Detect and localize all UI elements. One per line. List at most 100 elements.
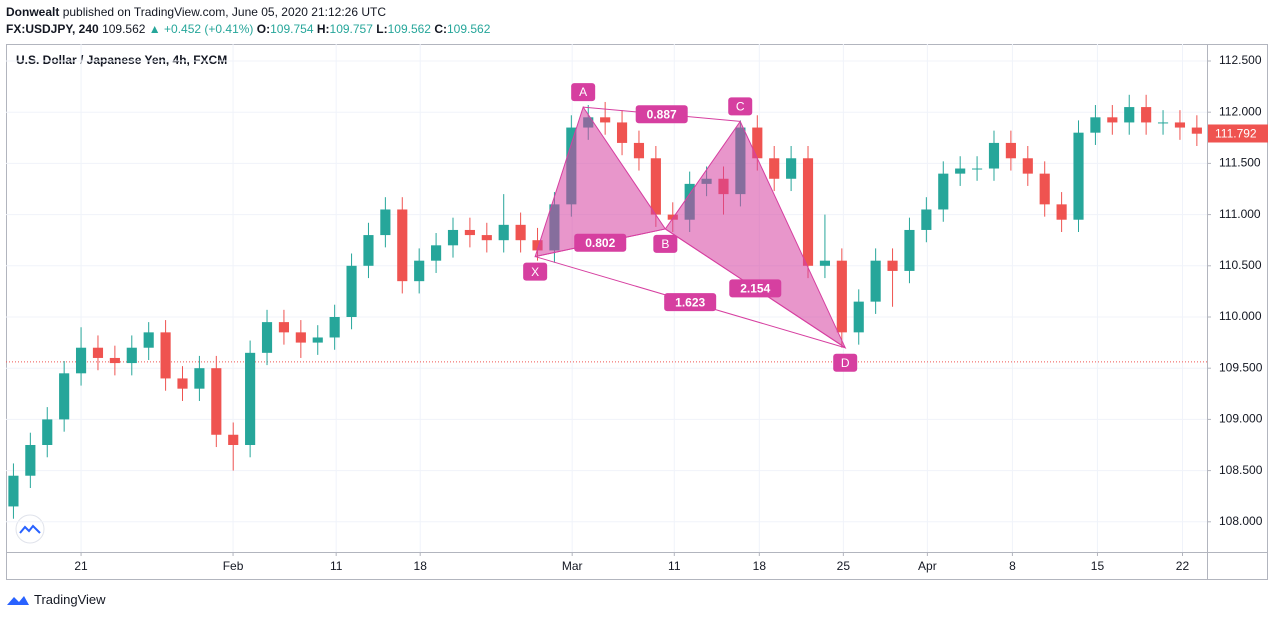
candle-body [447,229,459,246]
candle-body [1141,107,1152,123]
ratio-box [574,233,627,252]
y-tick-label: 110.500 [1219,258,1262,272]
x-tick-label: 21 [74,559,88,573]
candle-body [1022,158,1033,174]
candle-body [938,173,949,210]
candle-body [481,235,492,241]
candle-body [1073,132,1084,220]
candle-body [245,352,256,445]
point-box [833,353,858,372]
candle-body [600,117,611,123]
candle-body [1107,117,1118,123]
candle-body [1005,142,1016,159]
high-label: H: [316,22,330,36]
candle-body [42,419,53,445]
y-tick-label: 112.500 [1219,53,1262,67]
ratio-box [664,293,717,312]
ratio-label: 1.623 [675,295,705,309]
ratio-box [635,105,688,124]
y-tick-label: 110.000 [1219,309,1262,323]
last-price-label: 111.792 [1215,127,1257,141]
x-tick-label: 22 [1176,559,1190,573]
candle-body [1157,122,1169,124]
y-tick-label: 109.000 [1219,412,1263,426]
point-label: C [736,100,745,114]
footer: TradingView [6,592,106,607]
candle-body [836,260,847,333]
candle-body [1056,204,1067,220]
close-label: C: [434,22,447,36]
y-tick-label: 112.000 [1219,104,1262,118]
candle-body [802,158,814,266]
candle-body [972,168,983,170]
x-tick-label: Mar [562,559,583,573]
candle-body [414,260,425,282]
candle-body [786,158,797,179]
brand-icon [7,595,29,605]
candle-body [616,122,628,143]
point-box [653,234,678,253]
ratio-label: 0.802 [585,236,615,250]
last-price-box [1208,124,1268,143]
candle-body [25,444,36,476]
x-tick-label: 11 [668,559,681,573]
candle-body [211,368,222,435]
point-label: D [841,356,850,370]
candle-body [380,209,391,236]
ratio-box [729,279,782,298]
y-tick-label: 109.500 [1219,360,1263,374]
candle-body [1191,127,1202,134]
pattern-triangle [664,120,847,350]
point-label: A [579,85,587,99]
publish-line: Donwealt published on TradingView.com, J… [6,5,386,19]
candle-body [650,158,661,215]
logo-icon [19,524,41,534]
point-label: B [661,237,669,251]
y-tick-label: 111.000 [1219,207,1261,221]
candle-body [1124,107,1135,123]
candle-body [59,373,70,420]
candle-body [752,127,763,159]
last: 109.562 [102,22,146,36]
candle-body [8,475,19,507]
candle-body [295,332,306,343]
candle-body [261,322,273,353]
candle-body [329,316,340,338]
candle-body [667,214,678,220]
low-label: L: [376,22,388,36]
x-tick-label: Apr [918,559,937,573]
y-tick-label: 111.500 [1219,156,1261,170]
candle-body [177,378,188,389]
candle-body [921,209,932,230]
point-box [523,262,548,281]
symbol-line: FX:USDJPY, 240 109.562 ▲ +0.452 (+0.41%)… [6,22,490,36]
candle-body [228,434,239,445]
candle-body [363,235,374,266]
candle-body [397,209,408,282]
low: 109.562 [387,22,431,36]
frame [6,44,1268,580]
ratio-label: 0.887 [647,107,677,121]
candle-body [887,260,898,271]
open-label: O: [256,22,271,36]
candle-body [633,142,645,159]
open: 109.754 [270,22,314,36]
candle-body [904,229,915,271]
candle-body [515,224,526,241]
candle-body [870,260,881,302]
candle-body [126,347,137,364]
candle-body [1174,122,1186,128]
candle-body [92,347,104,358]
candle-body [532,240,543,251]
candle-body [75,347,87,374]
point-box [571,83,596,102]
candle-body [819,260,830,266]
point-box [728,97,753,116]
x-tick-label: 25 [837,559,851,573]
x-tick-label: 18 [753,559,767,573]
x-tick-label: Feb [223,559,244,573]
candle-body [1039,173,1050,205]
candle-body [988,142,1000,169]
